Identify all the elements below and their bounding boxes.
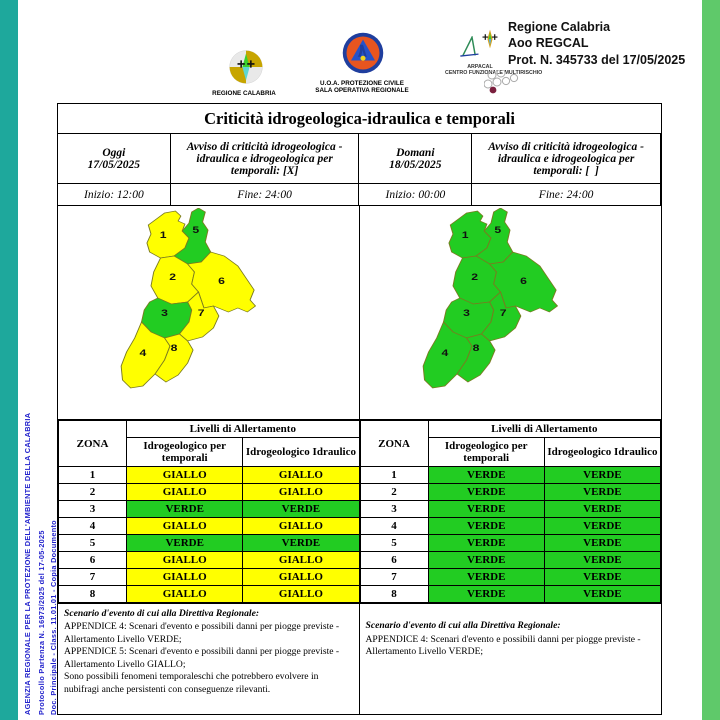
svg-text:8: 8 <box>171 343 178 353</box>
svg-text:2: 2 <box>472 272 479 282</box>
svg-text:4: 4 <box>140 348 147 358</box>
svg-text:3: 3 <box>161 308 168 318</box>
svg-text:6: 6 <box>520 276 527 286</box>
svg-text:7: 7 <box>500 308 507 318</box>
svg-text:1: 1 <box>160 230 167 240</box>
svg-text:4: 4 <box>442 348 449 358</box>
svg-text:5: 5 <box>495 225 502 235</box>
svg-text:6: 6 <box>218 276 225 286</box>
svg-text:5: 5 <box>193 225 200 235</box>
svg-text:7: 7 <box>198 308 205 318</box>
svg-text:2: 2 <box>170 272 177 282</box>
svg-text:8: 8 <box>473 343 480 353</box>
svg-text:3: 3 <box>463 308 470 318</box>
svg-text:1: 1 <box>462 230 469 240</box>
